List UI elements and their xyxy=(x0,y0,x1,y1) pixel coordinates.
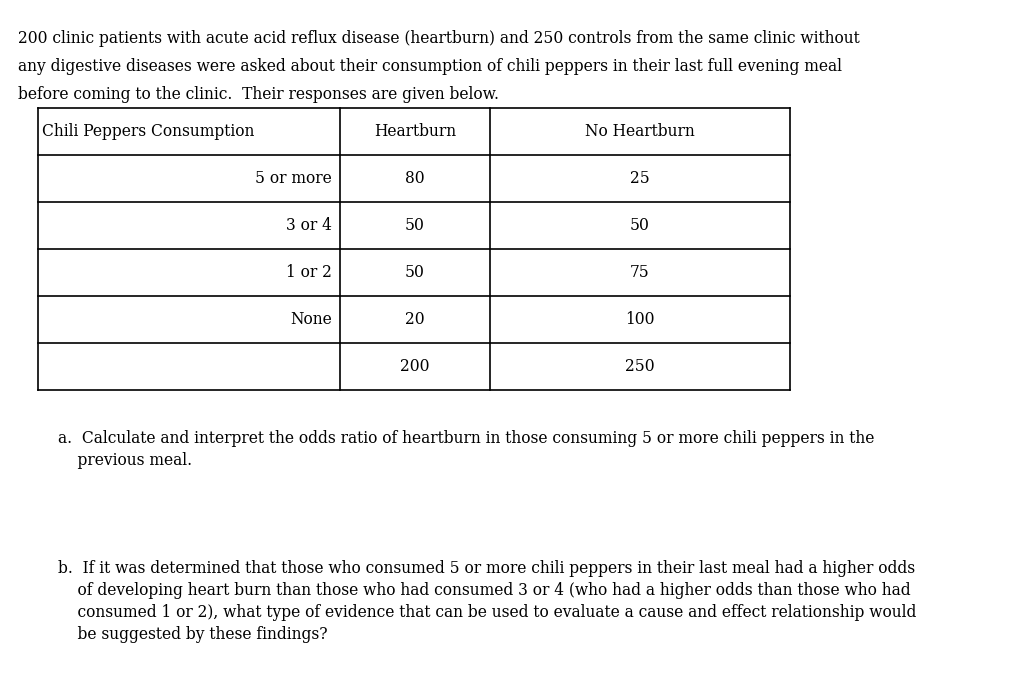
Text: previous meal.: previous meal. xyxy=(58,452,193,469)
Text: 5 or more: 5 or more xyxy=(255,170,332,187)
Text: 50: 50 xyxy=(630,217,650,234)
Text: 200: 200 xyxy=(400,358,430,375)
Text: 250: 250 xyxy=(626,358,654,375)
Text: Chili Peppers Consumption: Chili Peppers Consumption xyxy=(42,123,254,140)
Text: b.  If it was determined that those who consumed 5 or more chili peppers in thei: b. If it was determined that those who c… xyxy=(58,560,915,577)
Text: 200 clinic patients with acute acid reflux disease (heartburn) and 250 controls : 200 clinic patients with acute acid refl… xyxy=(18,30,860,47)
Text: any digestive diseases were asked about their consumption of chili peppers in th: any digestive diseases were asked about … xyxy=(18,58,842,75)
Text: 75: 75 xyxy=(630,264,650,281)
Text: 100: 100 xyxy=(626,311,654,328)
Text: Heartburn: Heartburn xyxy=(374,123,456,140)
Text: None: None xyxy=(290,311,332,328)
Text: before coming to the clinic.  Their responses are given below.: before coming to the clinic. Their respo… xyxy=(18,86,499,103)
Text: 25: 25 xyxy=(630,170,650,187)
Text: 20: 20 xyxy=(406,311,425,328)
Text: 80: 80 xyxy=(406,170,425,187)
Text: No Heartburn: No Heartburn xyxy=(585,123,695,140)
Text: of developing heart burn than those who had consumed 3 or 4 (who had a higher od: of developing heart burn than those who … xyxy=(58,582,910,599)
Text: 50: 50 xyxy=(406,264,425,281)
Text: a.  Calculate and interpret the odds ratio of heartburn in those consuming 5 or : a. Calculate and interpret the odds rati… xyxy=(58,430,874,447)
Text: 3 or 4: 3 or 4 xyxy=(286,217,332,234)
Text: 50: 50 xyxy=(406,217,425,234)
Text: be suggested by these findings?: be suggested by these findings? xyxy=(58,626,328,643)
Text: consumed 1 or 2), what type of evidence that can be used to evaluate a cause and: consumed 1 or 2), what type of evidence … xyxy=(58,604,916,621)
Text: 1 or 2: 1 or 2 xyxy=(286,264,332,281)
